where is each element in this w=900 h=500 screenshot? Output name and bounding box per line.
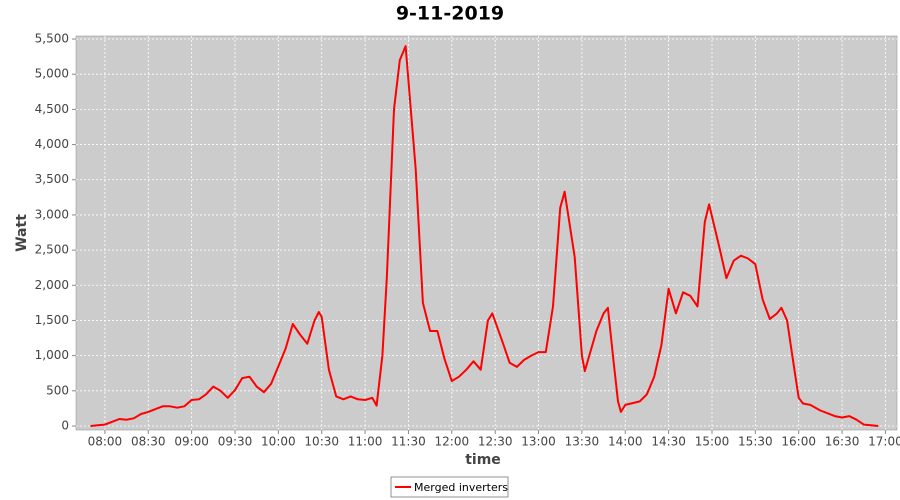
y-tick-label: 3,000: [35, 207, 69, 221]
y-tick-label: 2,000: [35, 278, 69, 292]
y-tick-label: 0: [61, 418, 69, 432]
x-tick-label: 17:00: [868, 435, 900, 449]
y-tick-label: 1,000: [35, 348, 69, 362]
x-tick-label: 13:00: [521, 435, 556, 449]
x-tick-label: 10:00: [261, 435, 296, 449]
x-tick-label: 14:30: [651, 435, 686, 449]
legend: Merged inverters: [390, 476, 509, 498]
x-tick-label: 12:30: [478, 435, 513, 449]
x-tick-label: 16:00: [781, 435, 816, 449]
x-axis-label: time: [465, 452, 501, 468]
y-tick-label: 4,000: [35, 137, 69, 151]
y-tick-label: 2,500: [35, 243, 69, 257]
y-tick-label: 500: [46, 383, 69, 397]
plot-area: [75, 35, 898, 431]
x-tick-label: 10:30: [304, 435, 339, 449]
x-tick-label: 15:30: [738, 435, 773, 449]
line-series: [90, 45, 879, 427]
x-tick-label: 15:00: [695, 435, 730, 449]
y-tick-label: 1,500: [35, 313, 69, 327]
chart-title: 9-11-2019: [396, 3, 504, 25]
x-tick-label: 14:00: [608, 435, 643, 449]
x-tick-label: 09:00: [174, 435, 209, 449]
y-tick-label: 5,500: [35, 32, 69, 46]
x-tick-label: 09:30: [218, 435, 253, 449]
x-tick-label: 13:30: [565, 435, 600, 449]
x-tick-label: 16:30: [825, 435, 860, 449]
legend-box: [390, 476, 509, 498]
x-tick-label: 11:00: [348, 435, 383, 449]
y-tick-label: 5,000: [35, 67, 69, 81]
x-tick-label: 12:00: [435, 435, 470, 449]
x-tick-label: 08:00: [88, 435, 123, 449]
y-tick-label: 3,500: [35, 172, 69, 186]
y-axis-label: Watt: [14, 214, 30, 252]
x-tick-label: 08:30: [131, 435, 166, 449]
legend-label: Merged inverters: [414, 481, 508, 494]
y-tick-label: 4,500: [35, 102, 69, 116]
x-tick-label: 11:30: [391, 435, 426, 449]
